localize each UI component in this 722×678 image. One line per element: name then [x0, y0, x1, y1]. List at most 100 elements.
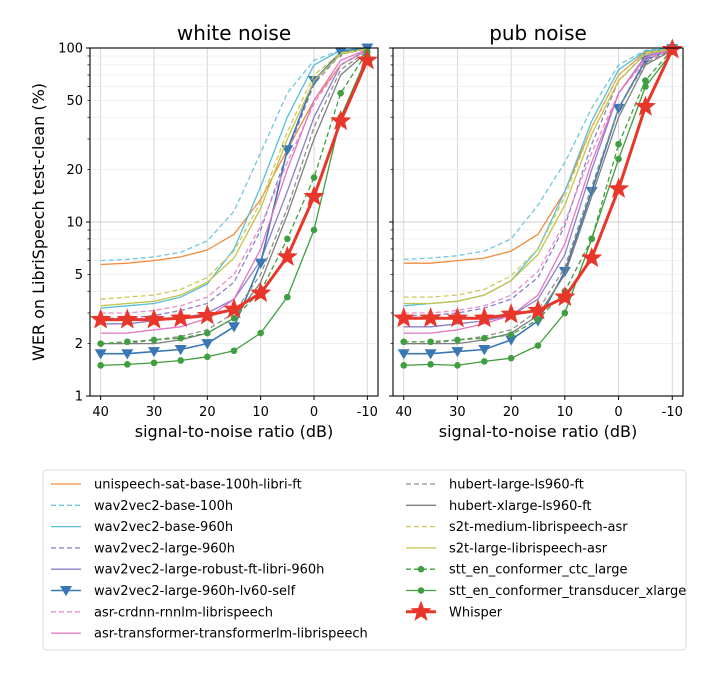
data-point [554, 285, 576, 307]
y-tick-label: 10 [66, 216, 83, 231]
y-tick-label: 20 [66, 163, 83, 178]
legend-label: asr-transformer-transformerlm-librispeec… [94, 627, 368, 642]
x-tick-label: 0 [310, 405, 318, 420]
series-line [100, 48, 368, 325]
series-line [403, 49, 673, 345]
series-wav2vec2-large-960h [403, 48, 673, 317]
y-tick-label: 5 [75, 268, 83, 283]
series-asr-crdnn-rnnlm-librispeech [403, 48, 673, 314]
data-point [97, 362, 104, 369]
legend-label: hubert-xlarge-ls960-ft [449, 499, 592, 514]
legend-entry: stt_en_conformer_ctc_large [406, 563, 628, 578]
y-tick-label: 1 [75, 390, 83, 405]
data-point [454, 362, 461, 369]
legend-label: wav2vec2-base-100h [94, 499, 233, 514]
data-point [254, 258, 267, 269]
series-line [403, 47, 673, 261]
legend-label: hubert-large-ls960-ft [449, 478, 584, 493]
data-point [276, 245, 298, 266]
data-point [204, 329, 211, 337]
data-point [284, 235, 291, 243]
series-line [403, 47, 673, 264]
data-point [124, 361, 131, 368]
data-point [303, 185, 325, 206]
legend-marker [417, 565, 425, 573]
series-s2t-large-librispeech-asr [403, 48, 673, 305]
legend-marker [410, 600, 432, 621]
data-point [94, 349, 107, 360]
series-line [403, 48, 673, 305]
series-asr-transformer-transformerlm-librispeech [403, 48, 673, 334]
series-stt_en_conformer_transducer_xlarge [97, 52, 371, 369]
legend-label: wav2vec2-large-960h-lv60-self [94, 584, 296, 599]
data-point [284, 293, 291, 301]
x-tick-label: -10 [357, 405, 378, 420]
data-point [121, 349, 134, 360]
series-s2t-medium-librispeech-asr [100, 48, 368, 300]
legend-entry: wav2vec2-large-960h [51, 541, 235, 556]
series-line [100, 48, 368, 307]
data-point [170, 307, 192, 328]
data-point [612, 103, 625, 115]
legend-entry: asr-crdnn-rnnlm-librispeech [51, 605, 273, 620]
series-line [403, 48, 673, 314]
data-point [223, 298, 245, 319]
data-point [634, 95, 656, 116]
legend-entry: stt_en_conformer_transducer_xlarge [406, 584, 686, 599]
data-point [143, 308, 165, 329]
data-point [400, 338, 408, 346]
data-point [558, 266, 571, 278]
x-axis-label: signal-to-noise ratio (dB) [135, 422, 333, 441]
data-point [420, 307, 442, 328]
data-point [639, 55, 652, 66]
data-point [607, 177, 630, 198]
series-line [100, 49, 368, 314]
data-point [581, 246, 603, 268]
legend-marker [417, 587, 425, 594]
data-point [337, 89, 344, 97]
legend-label: wav2vec2-large-960h [94, 541, 235, 556]
data-point [196, 304, 218, 325]
data-point [507, 331, 515, 339]
data-point [507, 354, 515, 362]
legend-label: s2t-medium-librispeech-asr [449, 520, 628, 535]
x-tick-label: 40 [92, 405, 109, 420]
legend-entry: wav2vec2-large-960h-lv60-self [51, 584, 296, 599]
legend-entry: s2t-large-librispeech-asr [406, 541, 608, 556]
data-point [228, 322, 240, 333]
legend-label: unispeech-sat-base-100h-libri-ft [94, 478, 302, 493]
series-stt_en_conformer_transducer_xlarge [400, 48, 676, 369]
y-tick-label: 2 [75, 337, 83, 352]
legend-entry: wav2vec2-large-robust-ft-libri-960h [51, 563, 324, 578]
series-line [403, 48, 673, 317]
legend-label: stt_en_conformer_ctc_large [449, 563, 628, 578]
data-point [201, 339, 214, 350]
x-tick-label: 30 [146, 405, 163, 420]
data-point [310, 174, 318, 181]
data-point [177, 357, 184, 364]
legend-label: asr-crdnn-rnnlm-librispeech [94, 605, 273, 620]
series-Whisper [90, 49, 378, 329]
data-point [615, 140, 622, 148]
legend: unispeech-sat-base-100h-libri-ft wav2vec2… [42, 469, 687, 651]
data-point [334, 47, 347, 58]
series-line [100, 47, 368, 262]
series-Whisper [393, 38, 683, 328]
data-point [204, 353, 211, 361]
data-point [527, 299, 549, 320]
data-point [356, 49, 378, 70]
legend-entry: unispeech-sat-base-100h-libri-ft [51, 478, 302, 493]
data-point [400, 362, 408, 369]
series-asr-crdnn-rnnlm-librispeech [100, 49, 368, 314]
data-point [97, 340, 104, 347]
x-tick-label: 0 [614, 405, 622, 420]
legend-label: s2t-large-librispeech-asr [449, 541, 608, 556]
chart-title: white noise [177, 21, 291, 45]
data-point [505, 335, 518, 346]
y-tick-label: 50 [66, 94, 83, 109]
data-point [124, 338, 131, 346]
series-hubert-xlarge-ls960-ft [403, 49, 673, 345]
x-tick-label: 30 [449, 405, 466, 420]
data-point [615, 155, 622, 163]
